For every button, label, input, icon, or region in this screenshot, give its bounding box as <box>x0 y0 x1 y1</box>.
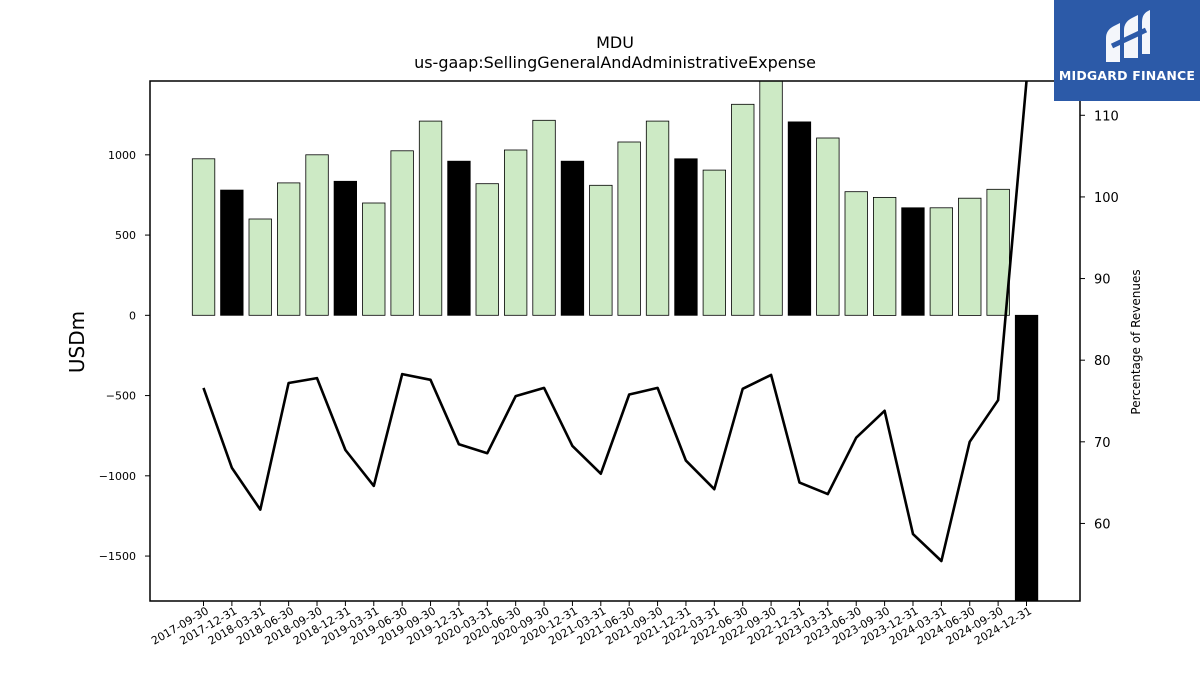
bar <box>418 120 443 316</box>
bar <box>958 197 982 316</box>
bar <box>731 103 755 316</box>
y-tick-label: −1500 <box>99 550 136 563</box>
bar <box>787 121 812 316</box>
bar <box>362 202 386 316</box>
y2-tick-label: 80 <box>1094 354 1111 369</box>
y-tick-label: −500 <box>106 390 136 403</box>
plot-frame <box>149 80 1081 602</box>
y-tick-label: 0 <box>129 309 136 322</box>
brand-mark-icon <box>1106 10 1150 62</box>
series-line <box>202 81 1028 563</box>
bar <box>702 169 726 316</box>
bar <box>759 80 783 316</box>
chart-subtitle: us-gaap:SellingGeneralAndAdministrativeE… <box>414 53 816 72</box>
bar <box>617 141 641 316</box>
y-axis-label: USDm <box>65 311 89 373</box>
bar <box>305 154 329 316</box>
bar <box>589 184 613 316</box>
bar <box>532 119 556 316</box>
bar <box>1014 314 1039 602</box>
bar <box>333 180 358 316</box>
bar <box>645 120 670 316</box>
y2-tick-label: 100 <box>1094 191 1119 206</box>
chart-title: MDU <box>596 33 634 52</box>
bar <box>873 196 897 316</box>
bar <box>390 150 414 316</box>
bar <box>816 137 840 316</box>
y-tick-label: 1000 <box>108 149 136 162</box>
bar <box>248 218 272 316</box>
bar <box>276 182 301 316</box>
bar <box>929 207 953 316</box>
y-tick-label: −1000 <box>99 470 136 483</box>
y2-tick-label: 90 <box>1094 273 1111 288</box>
bar <box>901 207 925 316</box>
y2-tick-label: 60 <box>1094 517 1111 532</box>
bar <box>503 149 528 316</box>
y2-axis-label: Percentage of Revenues <box>1129 269 1143 414</box>
y2-tick-label: 70 <box>1094 436 1111 451</box>
bar <box>475 183 499 316</box>
bar <box>220 189 244 316</box>
bar <box>447 160 471 316</box>
brand-logo: MIDGARD FINANCE <box>1054 0 1200 101</box>
bar <box>674 158 698 316</box>
bar <box>191 158 216 316</box>
bar <box>844 191 868 316</box>
brand-name: MIDGARD FINANCE <box>1058 68 1196 83</box>
bar <box>986 188 1010 316</box>
y2-tick-label: 110 <box>1094 109 1119 124</box>
y-tick-label: 500 <box>115 229 136 242</box>
bar <box>560 160 585 316</box>
